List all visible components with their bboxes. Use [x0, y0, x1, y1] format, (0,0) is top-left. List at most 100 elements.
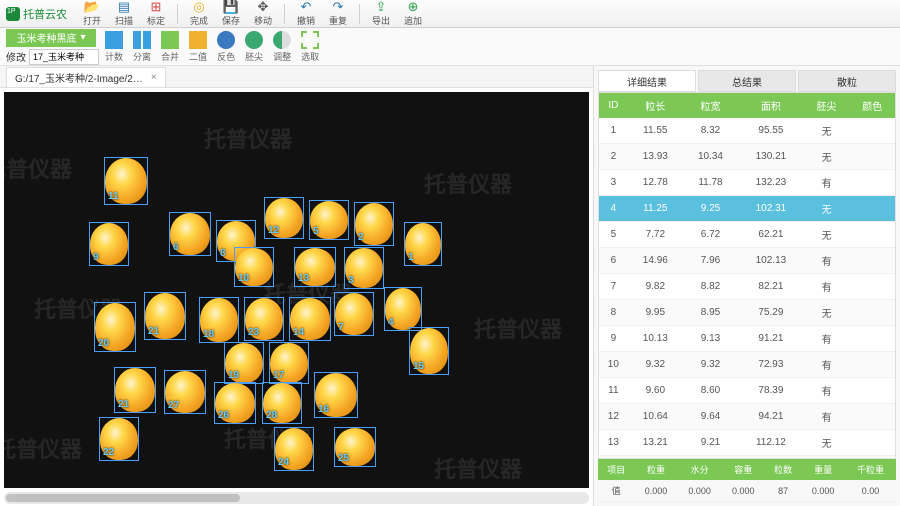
kernel-box[interactable]: 23 — [244, 297, 284, 341]
kernel-box[interactable]: 13 — [294, 247, 336, 287]
cell: 6.72 — [683, 222, 738, 248]
kernel-id: 19 — [228, 370, 239, 381]
table-row[interactable]: 111.558.3295.55无 — [599, 118, 895, 144]
kernel-box[interactable]: 26 — [214, 382, 256, 424]
result-tab-1[interactable]: 总结果 — [698, 70, 796, 92]
tool-胚尖[interactable]: 胚尖 — [245, 31, 263, 63]
cell: 13.93 — [628, 144, 683, 170]
扫描-icon: ▤ — [117, 0, 131, 14]
kernel-box[interactable]: 9 — [89, 222, 129, 266]
kernel-box[interactable]: 12 — [264, 197, 304, 239]
table-row[interactable]: 109.329.3272.93有 — [599, 352, 895, 378]
toolbar-label: 打开 — [83, 14, 101, 27]
tool-计数[interactable]: 计数 — [105, 31, 123, 63]
cell — [849, 222, 895, 248]
summary-col: 粒数 — [765, 459, 801, 480]
toolbar-打开[interactable]: 📂打开 — [77, 1, 107, 27]
导出-icon: ⇪ — [374, 0, 388, 14]
cell — [849, 404, 895, 430]
kernel-box[interactable]: 6 — [169, 212, 211, 256]
table-row[interactable]: 79.828.8282.21有 — [599, 274, 895, 300]
kernel-id: 22 — [103, 447, 114, 458]
kernel-box[interactable]: 3 — [344, 247, 384, 289]
toolbar-标定[interactable]: ⊞标定 — [141, 1, 171, 27]
toolbar-移动[interactable]: ✥移动 — [248, 1, 278, 27]
kernel-box[interactable]: 28 — [262, 382, 302, 424]
table-row[interactable]: 57.726.7262.21无 — [599, 222, 895, 248]
cell: 9.13 — [683, 326, 738, 352]
kernel-box[interactable]: 24 — [274, 427, 314, 471]
tool-合并[interactable]: 合并 — [161, 31, 179, 63]
table-row[interactable]: 411.259.25102.31无 — [599, 196, 895, 222]
table-row[interactable]: 910.139.1391.21有 — [599, 326, 895, 352]
result-tab-2[interactable]: 散粒 — [798, 70, 896, 92]
table-row[interactable]: 89.958.9575.29无 — [599, 300, 895, 326]
result-tab-0[interactable]: 详细结果 — [598, 70, 696, 92]
watermark: 托普仪器 — [424, 167, 512, 199]
kernel-box[interactable]: 17 — [269, 342, 309, 384]
toolbar-重复[interactable]: ↷重复 — [323, 1, 353, 27]
toolbar-撤销[interactable]: ↶撤销 — [291, 1, 321, 27]
toolbar-label: 扫描 — [115, 14, 133, 27]
table-row[interactable]: 1313.219.21112.12无 — [599, 430, 895, 456]
cell: 13 — [599, 430, 628, 456]
kernel-box[interactable]: 18 — [199, 297, 239, 343]
kernel-box[interactable]: 5 — [309, 200, 349, 240]
kernel-box[interactable]: 20 — [94, 302, 136, 352]
kernel-box[interactable]: 16 — [314, 372, 358, 418]
kernel-box[interactable]: 11 — [104, 157, 148, 205]
close-icon[interactable]: × — [151, 72, 157, 83]
kernel-id: 8 — [220, 248, 226, 259]
分离-icon — [133, 31, 151, 49]
kernel-box[interactable]: 19 — [224, 342, 264, 384]
table-row[interactable]: 614.967.96102.13有 — [599, 248, 895, 274]
kernel-box[interactable]: 22 — [99, 417, 139, 461]
table-row[interactable]: 213.9310.34130.21无 — [599, 144, 895, 170]
toolbar-完成[interactable]: ◎完成 — [184, 1, 214, 27]
kernel-id: 17 — [273, 370, 284, 381]
summary-cell: 0.000 — [801, 480, 845, 502]
tool-分离[interactable]: 分离 — [133, 31, 151, 63]
kernel-box[interactable]: 2 — [354, 202, 394, 246]
table-row[interactable]: 119.608.6078.39有 — [599, 378, 895, 404]
detail-table-wrap: ID粒长粒宽面积胚尖颜色 111.558.3295.55无213.9310.34… — [598, 92, 896, 459]
kernel-box[interactable]: 4 — [384, 287, 422, 331]
tool-调整[interactable]: 调整 — [273, 31, 291, 63]
horizontal-scrollbar[interactable] — [4, 492, 589, 504]
toolbar-导出[interactable]: ⇪导出 — [366, 1, 396, 27]
tool-label: 分离 — [133, 50, 151, 63]
cell: 有 — [804, 404, 850, 430]
kernel-box[interactable]: 15 — [409, 327, 449, 375]
tool-二值[interactable]: 二值 — [189, 31, 207, 63]
tool-选取[interactable]: 选取 — [301, 31, 319, 63]
kernel-id: 21 — [118, 399, 129, 410]
tool-反色[interactable]: 反色 — [217, 31, 235, 63]
kernel-box[interactable]: 21 — [144, 292, 186, 340]
选取-icon — [301, 31, 319, 49]
kernel-box[interactable]: 14 — [289, 297, 331, 341]
table-row[interactable]: 1210.649.6494.21有 — [599, 404, 895, 430]
撤销-icon: ↶ — [299, 0, 313, 14]
mode-dropdown[interactable]: 玉米考种黑底 ▾ — [6, 29, 96, 47]
kernel-box[interactable]: 1 — [404, 222, 442, 266]
brand-text: 托普云农 — [23, 6, 67, 22]
cell: 8.95 — [683, 300, 738, 326]
kernel-box[interactable]: 21 — [114, 367, 156, 413]
toolbar-扫描[interactable]: ▤扫描 — [109, 1, 139, 27]
cell: 无 — [804, 300, 850, 326]
kernel-box[interactable]: 25 — [334, 427, 376, 467]
kernel-box[interactable]: 7 — [334, 292, 374, 336]
modify-input[interactable] — [29, 49, 99, 65]
tool-label: 调整 — [273, 50, 291, 63]
image-tab[interactable]: G:/17_玉米考种/2-Image/2… × — [6, 67, 166, 87]
胚尖-icon — [245, 31, 263, 49]
col-header: 粒宽 — [683, 93, 738, 118]
kernel-box[interactable]: 10 — [234, 247, 274, 287]
summary-col: 粒重 — [634, 459, 678, 480]
table-row[interactable]: 312.7811.78132.23有 — [599, 170, 895, 196]
cell: 10.13 — [628, 326, 683, 352]
toolbar-保存[interactable]: 💾保存 — [216, 1, 246, 27]
toolbar-追加[interactable]: ⊕追加 — [398, 1, 428, 27]
kernel-box[interactable]: 27 — [164, 370, 206, 414]
image-canvas[interactable]: 托普仪器托普仪器托普仪器托普仪器托普仪器托普仪器托普仪器托普仪器托普仪器1196… — [4, 92, 589, 488]
